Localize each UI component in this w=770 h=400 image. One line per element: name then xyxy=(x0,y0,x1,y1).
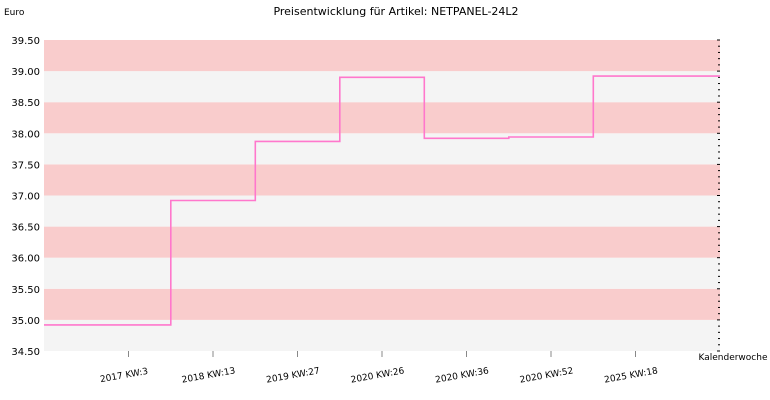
background-bands xyxy=(44,40,720,351)
background-band xyxy=(44,102,720,134)
background-band xyxy=(44,133,720,165)
y-tick-label: 34.50 xyxy=(11,347,40,358)
y-tick-label: 36.00 xyxy=(11,254,40,265)
background-band xyxy=(44,164,720,196)
y-tick-label: 37.00 xyxy=(11,192,40,203)
series-line xyxy=(44,75,720,326)
background-band xyxy=(44,226,720,258)
x-axis-label: Kalenderwoche xyxy=(698,353,767,363)
x-tick-label: 2020 KW:52 xyxy=(519,366,574,385)
y-tick-label: 35.00 xyxy=(11,316,40,327)
background-band xyxy=(44,288,720,320)
right-axis-ticks xyxy=(717,39,720,352)
background-band xyxy=(44,40,720,72)
y-tick-label: 37.50 xyxy=(11,160,40,171)
x-tick-label: 2019 KW:27 xyxy=(266,366,321,385)
chart-title: Preisentwicklung für Artikel: NETPANEL-2… xyxy=(273,5,518,18)
y-tick-label: 38.50 xyxy=(11,98,40,109)
y-axis-label: Euro xyxy=(4,8,25,18)
x-tick-label: 2025 KW:18 xyxy=(604,366,659,385)
series-group xyxy=(44,75,720,326)
x-tick-label: 2020 KW:36 xyxy=(435,366,490,385)
y-tick-label: 38.00 xyxy=(11,129,40,140)
x-tick-lines xyxy=(128,351,636,357)
x-tick-label: 2018 KW:13 xyxy=(181,366,236,385)
y-tick-label: 35.50 xyxy=(11,285,40,296)
background-band xyxy=(44,257,720,289)
x-tick-label: 2017 KW:3 xyxy=(99,367,148,385)
background-band xyxy=(44,195,720,227)
y-tick-label: 39.50 xyxy=(11,36,40,47)
y-tick-label: 39.00 xyxy=(11,67,40,78)
y-tick-label: 36.50 xyxy=(11,223,40,234)
y-tick-labels: 34.50 35.00 35.50 36.00 36.50 37.00 37.50 38.00… xyxy=(11,36,40,358)
x-tick-labels: 2017 KW:3 2018 KW:13 2019 KW:27 2020 KW:26 2… xyxy=(99,366,659,385)
x-tick-label: 2020 KW:26 xyxy=(350,366,405,385)
